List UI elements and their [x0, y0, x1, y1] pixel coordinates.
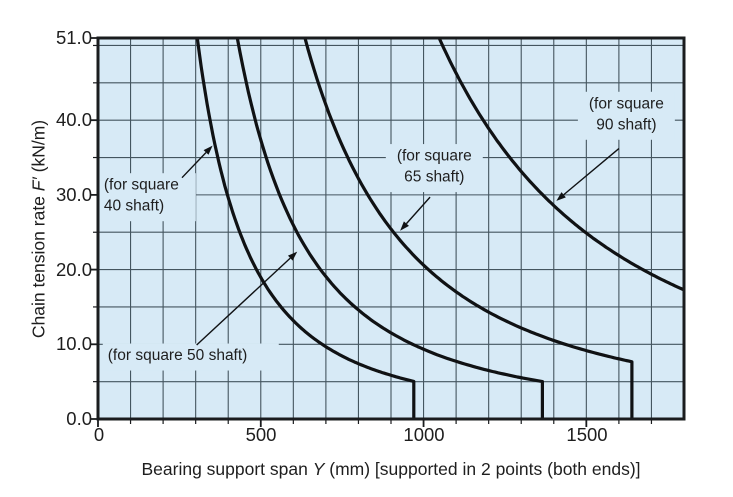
- square-40-label-arrow-line: [181, 151, 207, 179]
- x-tick-label-0: 0: [93, 424, 105, 445]
- square-65-label-knockout: [385, 144, 483, 193]
- y-tick-label-40: 40.0: [55, 109, 92, 130]
- x-tick-label-1000: 1000: [403, 424, 445, 445]
- square-90-label-arrowhead-icon: [556, 192, 566, 201]
- y-tick-label-51: 51.0: [55, 27, 92, 48]
- curve-square-40-shaft: [195, 38, 416, 419]
- x-tick-label-1500: 1500: [566, 424, 608, 445]
- x-tick-label-500: 500: [245, 424, 277, 445]
- square-40-label: (for square 40 shaft): [104, 177, 179, 215]
- plot-border: [96, 36, 686, 421]
- curve-square-65-shaft: [303, 38, 634, 419]
- y-tick-label-20: 20.0: [55, 259, 92, 280]
- y-axis-title: Chain tension rate F′ (kN/m): [28, 119, 49, 339]
- square-90-label-knockout: [577, 91, 675, 140]
- y-tick-label-0: 0.0: [66, 408, 92, 429]
- square-65-label-arrowhead-icon: [400, 221, 409, 231]
- square-50-label: (for square 50 shaft): [108, 347, 248, 364]
- square-50-label-arrowhead-icon: [287, 251, 298, 261]
- square-90-label-arrow-line: [563, 148, 620, 196]
- x-axis-title: Bearing support span Y (mm) [supported i…: [141, 459, 641, 479]
- square-50-label-knockout: [102, 343, 279, 371]
- square-90-label: (for square 90 shaft): [589, 95, 664, 133]
- square-65-label-arrow-line: [405, 196, 431, 225]
- square-65-label: (for square 65 shaft): [397, 148, 472, 186]
- square-50-label-arrow-line: [196, 257, 291, 346]
- y-tick-label-10: 10.0: [55, 333, 92, 354]
- curve-square-90-shaft: [437, 37, 685, 292]
- curve-square-50-shaft: [235, 37, 544, 419]
- square-40-label-knockout: [98, 173, 196, 222]
- square-40-label-arrowhead-icon: [203, 145, 213, 155]
- y-tick-label-30: 30.0: [55, 184, 92, 205]
